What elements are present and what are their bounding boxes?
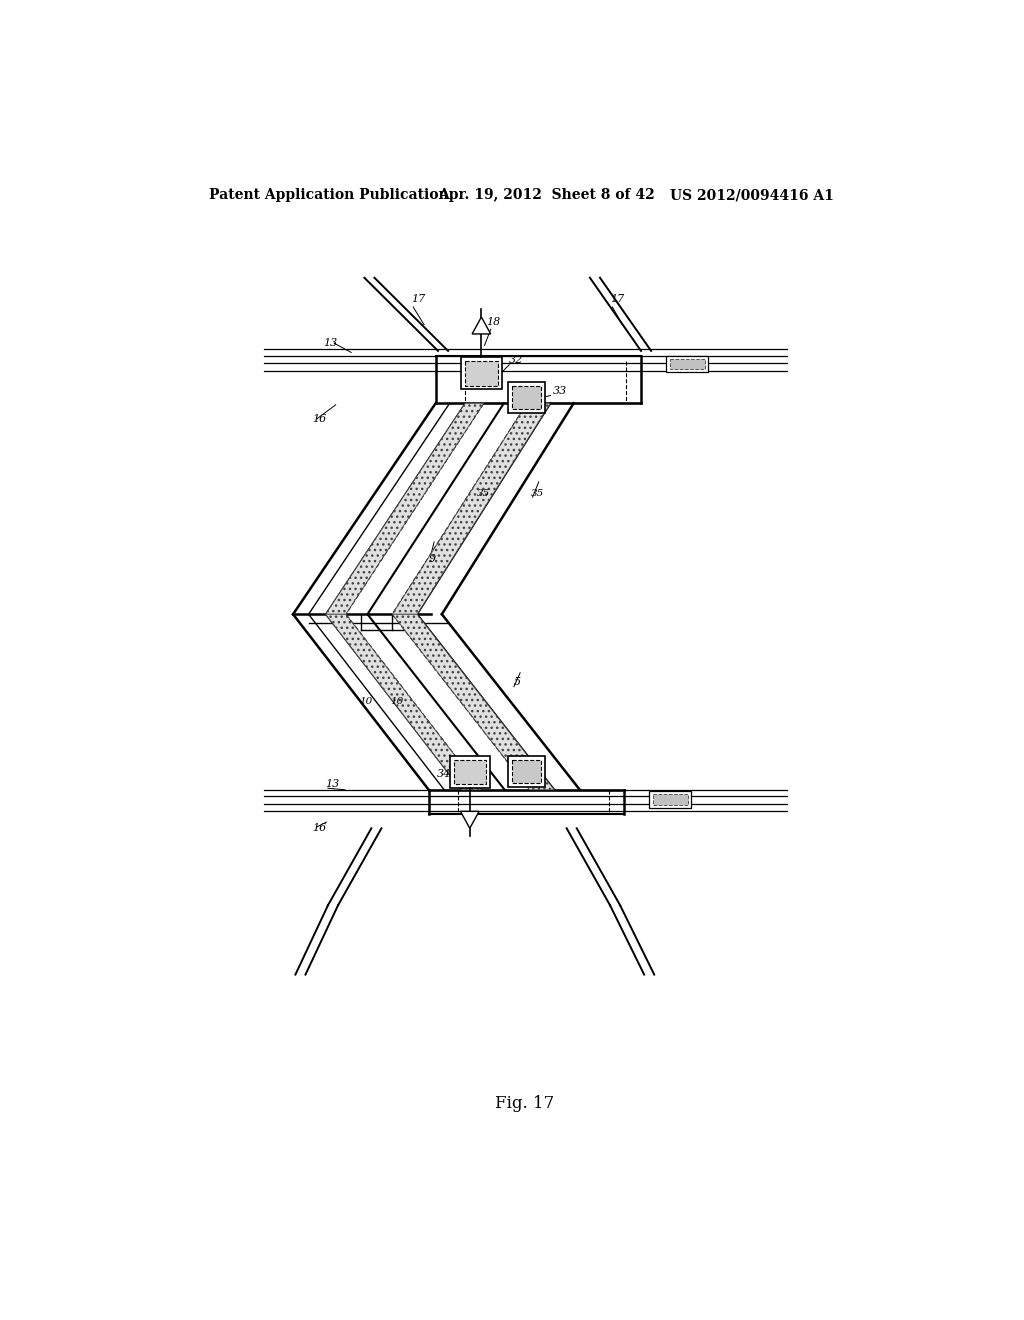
Bar: [666, 355, 709, 372]
Text: 13: 13: [324, 338, 338, 348]
Polygon shape: [392, 404, 550, 614]
Polygon shape: [392, 614, 554, 789]
Polygon shape: [326, 404, 483, 614]
Polygon shape: [461, 812, 479, 829]
Text: 33: 33: [553, 385, 567, 396]
Bar: [512, 760, 541, 783]
Polygon shape: [326, 614, 481, 789]
Text: US 2012/0094416 A1: US 2012/0094416 A1: [671, 189, 835, 202]
Text: 9: 9: [429, 554, 436, 564]
Text: 16: 16: [312, 413, 327, 424]
Text: 18: 18: [486, 317, 501, 326]
Text: 17: 17: [411, 293, 425, 304]
Text: Fig. 17: Fig. 17: [496, 1096, 554, 1113]
Text: 13: 13: [325, 779, 339, 788]
Text: 10: 10: [359, 697, 372, 706]
Bar: [461, 358, 502, 389]
Text: 16: 16: [312, 824, 327, 833]
Text: 35: 35: [477, 488, 490, 498]
Text: 35: 35: [531, 488, 544, 498]
Bar: [465, 360, 498, 385]
Text: 5: 5: [514, 677, 521, 686]
Bar: [649, 792, 691, 808]
Bar: [508, 756, 545, 787]
Bar: [652, 795, 687, 805]
Text: 34: 34: [436, 770, 451, 779]
Text: Apr. 19, 2012  Sheet 8 of 42: Apr. 19, 2012 Sheet 8 of 42: [438, 189, 654, 202]
Polygon shape: [472, 317, 490, 334]
Bar: [450, 756, 489, 788]
Bar: [508, 381, 545, 412]
Text: 35: 35: [515, 770, 529, 779]
Text: 17: 17: [610, 293, 625, 304]
Bar: [512, 385, 541, 409]
Text: 32: 32: [509, 355, 523, 366]
Text: Patent Application Publication: Patent Application Publication: [209, 189, 449, 202]
Bar: [454, 760, 486, 784]
Text: 10: 10: [390, 697, 403, 706]
Text: 36: 36: [477, 770, 490, 779]
Bar: [670, 359, 705, 370]
